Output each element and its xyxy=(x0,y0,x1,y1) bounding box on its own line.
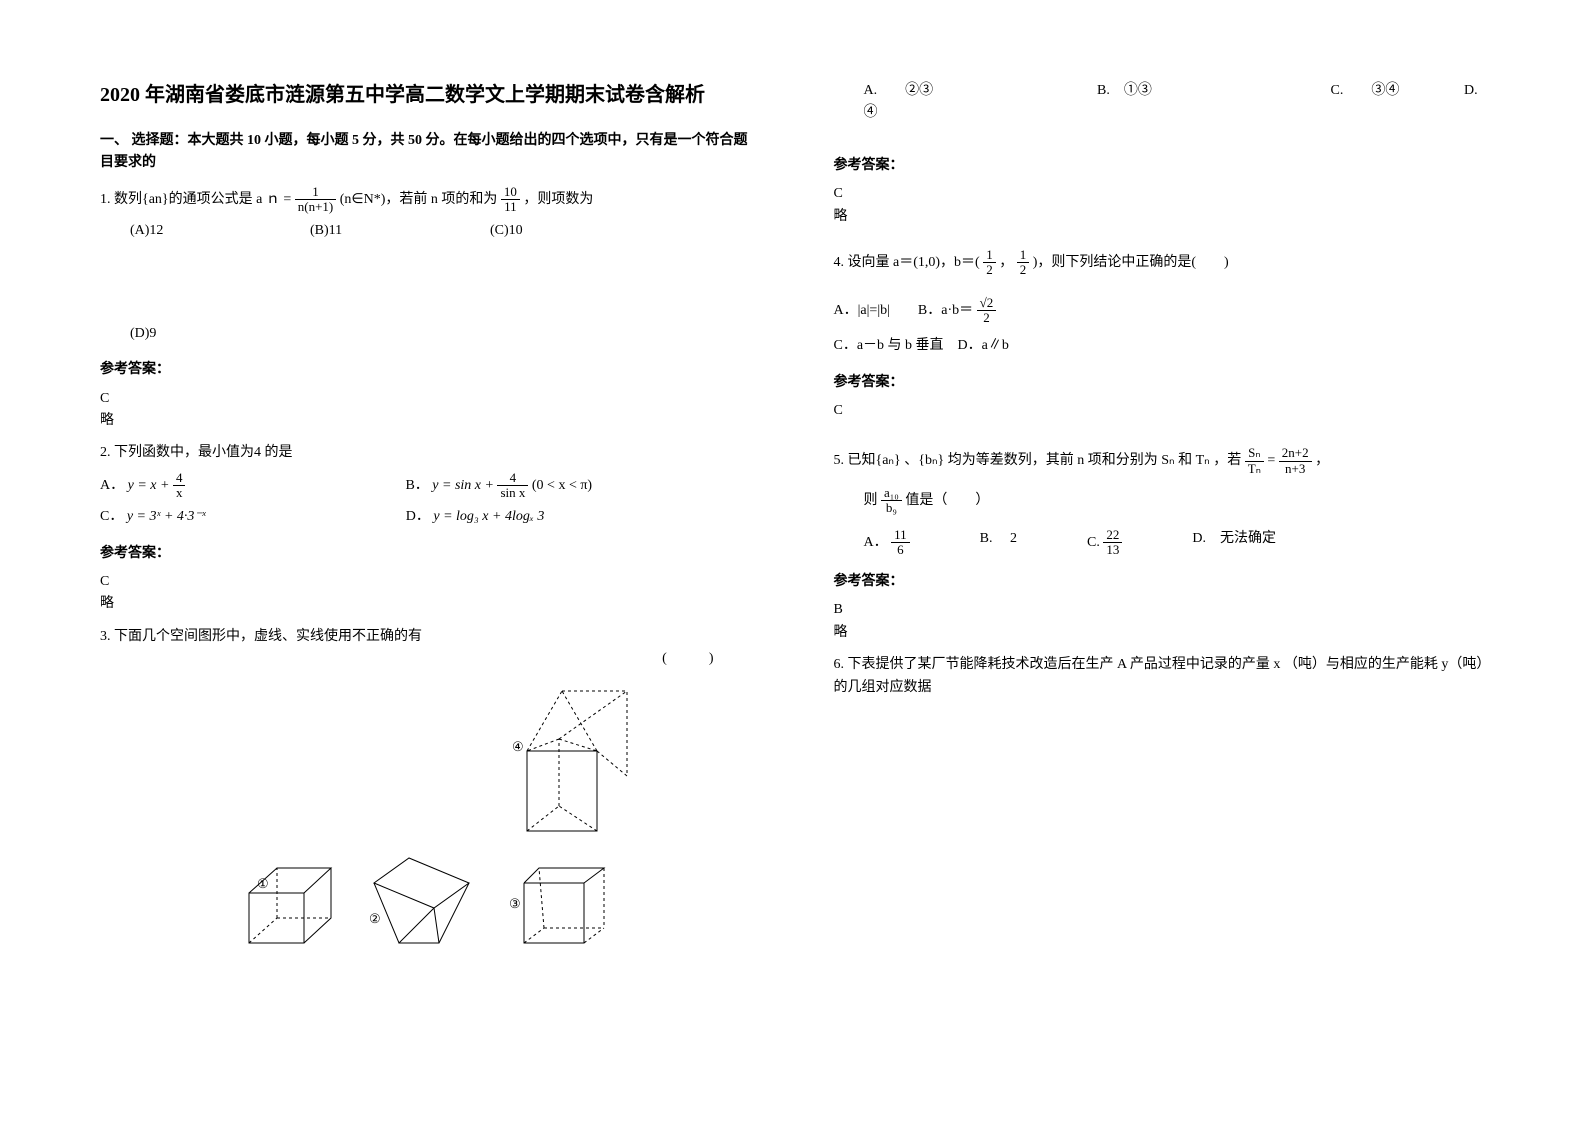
q2-optB: B． y = sin x + 4sin x (0 < x < π) xyxy=(405,471,592,501)
svg-text:④: ④ xyxy=(512,739,524,754)
q3-optC: C. ③④ xyxy=(1331,80,1461,102)
q2-answer: C xyxy=(100,571,754,593)
q5-optA: A． 116 xyxy=(864,528,910,558)
diagram-4: ④ xyxy=(507,681,637,841)
q2-optA: A． y = x + 4x xyxy=(100,471,185,501)
question-2: 2. 下列函数中，最小值为4 的是 A． y = x + 4x B． y = s… xyxy=(100,442,754,528)
q1-optC: (C)10 xyxy=(490,220,590,242)
question-6: 6. 下表提供了某厂节能降耗技术改造后在生产 A 产品过程中记录的产量 x （吨… xyxy=(834,654,1488,699)
q1-frac1: 1 n(n+1) xyxy=(295,185,337,215)
q4-prefix: 4. 设向量 a＝(1,0)，b＝( xyxy=(834,255,984,270)
q5-answer: B xyxy=(834,599,1488,621)
diagram-3: ③ xyxy=(509,853,614,948)
diagram-1: ① xyxy=(239,853,339,948)
q2-optC: C． y = 3ˣ + 4·3⁻ˣ xyxy=(100,506,206,528)
svg-text:①: ① xyxy=(257,876,269,891)
q3-answer: C xyxy=(834,183,1488,205)
q3-paren: ( ) xyxy=(662,648,713,670)
answer-label-1: 参考答案： xyxy=(100,359,754,381)
q5-optC: C. 2213 xyxy=(1087,528,1122,558)
answer-label-3: 参考答案： xyxy=(834,155,1488,177)
q1-suffix: ，则项数为 xyxy=(523,192,593,207)
q4-optCD: C．a－b 与 b 垂直 D．a∥b xyxy=(834,335,1488,357)
q1-answer: C xyxy=(100,388,754,410)
question-3: 3. 下面几个空间图形中，虚线、实线使用不正确的有 ( ) xyxy=(100,626,754,948)
answer-label-5: 参考答案： xyxy=(834,571,1488,593)
q1-optD: (D)9 xyxy=(130,323,230,345)
question-5: 5. 已知{aₙ} 、{bₙ} 均为等差数列，其前 n 项和分别为 Sₙ 和 T… xyxy=(834,446,1488,557)
svg-text:②: ② xyxy=(369,911,381,926)
page-title: 2020 年湖南省娄底市涟源第五中学高二数学文上学期期末试卷含解析 xyxy=(100,80,754,110)
q2-explain: 略 xyxy=(100,593,754,615)
section-heading: 一、 选择题：本大题共 10 小题，每小题 5 分，共 50 分。在每小题给出的… xyxy=(100,130,754,175)
q5-optB: B. 2 xyxy=(980,528,1017,558)
answer-label-2: 参考答案： xyxy=(100,543,754,565)
q1-mid: (n∈N*)，若前 n 项的和为 xyxy=(340,192,501,207)
q4-optAB: A．|a|=|b| B．a·b＝ xyxy=(834,303,977,318)
q6-text: 6. 下表提供了某厂节能降耗技术改造后在生产 A 产品过程中记录的产量 x （吨… xyxy=(834,654,1488,699)
q5-optD: D. 无法确定 xyxy=(1192,528,1276,558)
question-4: 4. 设向量 a＝(1,0)，b＝( 12 ， 12 )，则下列结论中正确的是(… xyxy=(834,248,1488,358)
q1-optB: (B)11 xyxy=(310,220,410,242)
q3-optB: B. ①③ xyxy=(1097,80,1327,102)
diagram-2: ② xyxy=(369,853,479,948)
q1-frac2: 10 11 xyxy=(501,185,520,215)
q2-optD: D． y = log₃ x + 4logₓ 3 xyxy=(406,506,545,528)
q1-explain: 略 xyxy=(100,410,754,432)
q1-optA: (A)12 xyxy=(130,220,230,242)
q1-prefix: 1. 数列{an}的通项公式是 a ｎ = xyxy=(100,192,295,207)
svg-text:③: ③ xyxy=(509,896,521,911)
q3-explain: 略 xyxy=(834,206,1488,228)
q4-suffix: )，则下列结论中正确的是( ) xyxy=(1033,255,1229,270)
q5-explain: 略 xyxy=(834,622,1488,644)
q2-text: 2. 下列函数中，最小值为4 的是 xyxy=(100,442,754,464)
question-1: 1. 数列{an}的通项公式是 a ｎ = 1 n(n+1) (n∈N*)，若前… xyxy=(100,185,754,345)
q3-text: 3. 下面几个空间图形中，虚线、实线使用不正确的有 xyxy=(100,626,754,648)
answer-label-4: 参考答案： xyxy=(834,372,1488,394)
q3-optA: A. ②③ xyxy=(864,80,1094,102)
q4-answer: C xyxy=(834,400,1488,422)
